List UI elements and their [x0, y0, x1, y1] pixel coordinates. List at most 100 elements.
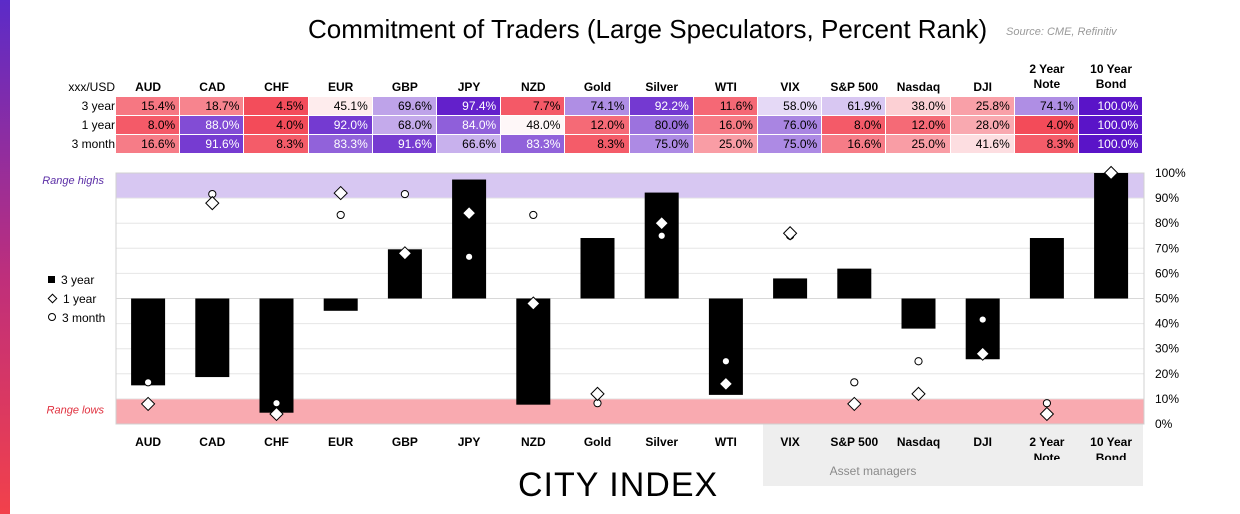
- table-cell: 88.0%: [180, 116, 245, 135]
- percent-rank-table: xxx/USD 3 year 1 year 3 month AUD CAD CHF E…: [0, 0, 1240, 160]
- marker-3-month: [336, 210, 345, 220]
- marker-1-year: [269, 406, 284, 422]
- table-header-cell: CAD: [180, 80, 244, 95]
- range-highs-label: Range highs: [42, 175, 104, 187]
- y-tick-label: 20%: [1155, 367, 1179, 381]
- legend-label: 3 year: [61, 273, 95, 287]
- table-cell: 15.4%: [116, 97, 181, 116]
- table-cell: 74.1%: [565, 97, 630, 116]
- range-highs-band: [116, 173, 1144, 199]
- table-header-cell: AUD: [116, 80, 180, 95]
- bar-3-year: [259, 298, 294, 413]
- x-tick-label: WTI: [715, 435, 737, 449]
- table-cell: 75.0%: [629, 135, 694, 154]
- x-tick-label: Silver: [645, 435, 678, 449]
- table-cell: 92.2%: [629, 97, 694, 116]
- table-cell: 83.3%: [501, 135, 566, 154]
- y-tick-label: 90%: [1155, 191, 1179, 205]
- x-tick-label: GBP: [392, 435, 418, 449]
- table-header-label: Bond: [1095, 77, 1127, 91]
- marker-3-month: [914, 357, 923, 366]
- marker-1-year: [205, 195, 220, 211]
- table-header-label: EUR: [328, 80, 354, 94]
- table-header-label: AUD: [135, 80, 162, 94]
- accent-bar: [0, 0, 10, 514]
- bar-3-year: [644, 192, 679, 299]
- table-cell: 61.9%: [822, 97, 887, 116]
- table-cell: 8.3%: [1014, 135, 1079, 154]
- asset-managers-panel: [763, 424, 1143, 486]
- table-header-cell: 2 Year Note: [1015, 62, 1079, 92]
- table-header-label: VIX: [780, 80, 800, 94]
- x-tick-label: JPY: [458, 435, 481, 449]
- brand-logo-text: CITY INDEX: [518, 466, 719, 504]
- table-header-label: Nasdaq: [896, 80, 941, 94]
- bar-3-year: [452, 179, 487, 299]
- y-tick-label: 10%: [1155, 392, 1179, 406]
- x-tick-label: DJI: [973, 435, 992, 449]
- page-title: Commitment of Traders (Large Speculators…: [308, 14, 988, 44]
- legend-3-year: 3 year: [48, 273, 94, 287]
- percent-rank-chart: 0% 10% 20% 30% 40% 50% 60% 70% 80% 90% 100% Range h…: [42, 165, 1186, 460]
- asset-managers-label: Asset managers: [829, 464, 917, 478]
- table-cell: 12.0%: [886, 116, 951, 135]
- x-tick-label: NZD: [521, 435, 546, 449]
- table-header-cell: JPY: [437, 80, 501, 95]
- table-cell: 58.0%: [758, 97, 823, 116]
- table-cell: 25.0%: [886, 135, 951, 154]
- row-label-3-month: 3 month: [71, 137, 115, 151]
- table-cell: 97.4%: [437, 97, 502, 116]
- table-cell: 8.3%: [565, 135, 630, 154]
- table-cell: 74.1%: [1014, 97, 1079, 116]
- table-header-label: CAD: [199, 80, 226, 94]
- table-cell: 25.0%: [693, 135, 758, 154]
- x-tick-label: 2 Year: [1029, 435, 1064, 449]
- marker-3-month: [465, 252, 474, 261]
- table-header-cell: DJI: [951, 80, 1015, 95]
- table-cell: 92.0%: [308, 116, 373, 135]
- bar-3-year: [1029, 238, 1064, 299]
- y-tick-label: 80%: [1155, 216, 1179, 230]
- table-cell: 12.0%: [565, 116, 630, 135]
- x-tick-label: CHF: [264, 435, 289, 449]
- x-tick-label: S&P 500: [830, 435, 878, 449]
- table-cell: 8.0%: [116, 116, 181, 135]
- x-tick-label: 10 Year: [1090, 435, 1132, 449]
- table-header-label: GBP: [391, 80, 418, 94]
- x-tick-label: VIX: [780, 435, 799, 449]
- x-tick-label: AUD: [135, 435, 161, 449]
- x-tick-label: CAD: [199, 435, 225, 449]
- bar-3-year: [516, 298, 551, 405]
- table-cell: 75.0%: [758, 135, 823, 154]
- marker-3-month: [657, 231, 666, 240]
- y-tick-label: 70%: [1155, 241, 1179, 255]
- table-cell: 8.0%: [822, 116, 887, 135]
- legend-label: 3 month: [62, 311, 106, 325]
- marker-1-year: [975, 346, 990, 361]
- marker-1-year: [1103, 165, 1119, 181]
- marker-1-year: [590, 386, 605, 402]
- table-cell: 4.0%: [244, 116, 309, 135]
- table-cell: 7.7%: [501, 97, 566, 116]
- table-cell: 69.6%: [372, 97, 437, 116]
- table-cell: 41.6%: [950, 135, 1015, 154]
- table-cell: 38.0%: [886, 97, 951, 116]
- marker-1-year: [397, 246, 413, 261]
- row-label-3-year: 3 year: [81, 99, 115, 113]
- table-cell: 68.0%: [372, 116, 437, 135]
- table-header-label: DJI: [973, 80, 993, 94]
- x-tick-label: Note: [1034, 451, 1061, 460]
- x-tick-label: EUR: [328, 435, 354, 449]
- marker-3-month: [721, 357, 731, 366]
- marker-3-month: [400, 189, 409, 199]
- table-header-cell: EUR: [309, 80, 373, 95]
- table-header-label: Note: [1033, 77, 1061, 91]
- table-cell: 100.0%: [1079, 97, 1144, 116]
- source-note: Source: CME, Refinitiv: [1006, 26, 1117, 38]
- marker-1-year: [526, 296, 541, 311]
- table-cell: 25.8%: [950, 97, 1015, 116]
- bar-3-year: [773, 278, 808, 299]
- row-label-1-year: 1 year: [81, 118, 115, 132]
- table-cell: 16.6%: [116, 135, 181, 154]
- y-tick-label: 100%: [1155, 166, 1186, 180]
